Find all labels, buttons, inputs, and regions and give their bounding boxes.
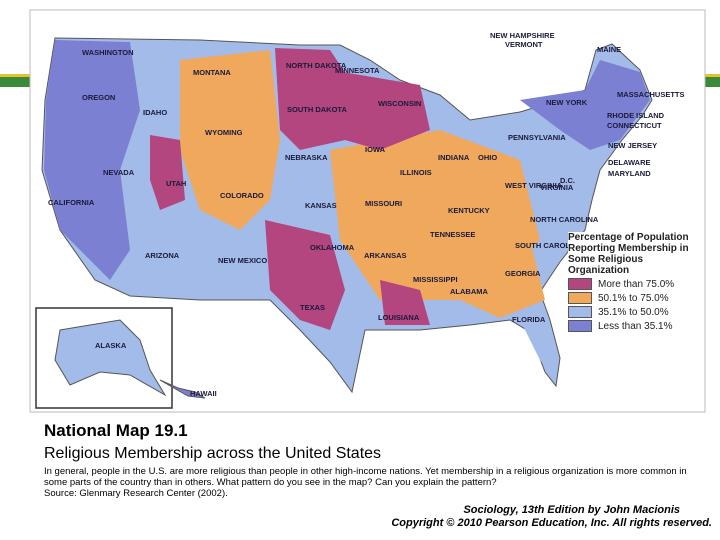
state-label: MAINE <box>597 45 621 54</box>
caption-text: In general, people in the U.S. are more … <box>44 466 687 488</box>
legend-title: Percentage of Population Reporting Membe… <box>568 232 689 276</box>
caption-title: National Map 19.1 <box>44 421 188 440</box>
region-fills <box>44 40 650 375</box>
caption-source: Source: Glenmary Research Center (2002). <box>44 488 228 499</box>
state-label: SOUTH DAKOTA <box>287 105 347 114</box>
state-label: TENNESSEE <box>430 230 475 239</box>
state-label: MARYLAND <box>608 169 651 178</box>
caption-subtitle: Religious Membership across the United S… <box>44 445 382 462</box>
hawaii-shape <box>159 379 206 399</box>
state-label: UTAH <box>166 179 186 188</box>
state-label: NEW YORK <box>546 98 588 107</box>
state-label: CALIFORNIA <box>48 198 95 207</box>
legend-label: More than 75.0% <box>598 278 675 290</box>
state-label: ILLINOIS <box>400 168 432 177</box>
state-label: LOUISIANA <box>378 313 420 322</box>
legend-swatch <box>568 320 592 332</box>
state-label: RHODE ISLAND <box>607 111 665 120</box>
state-label: WYOMING <box>205 128 243 137</box>
book-credit: Sociology, 13th Edition by John Macionis <box>463 504 680 516</box>
state-label: KENTUCKY <box>448 206 490 215</box>
state-label: WISCONSIN <box>378 99 421 108</box>
legend-label: 35.1% to 50.0% <box>598 306 669 318</box>
copyright: Copyright © 2010 Pearson Education, Inc.… <box>391 517 712 529</box>
state-label: CONNECTICUT <box>607 121 662 130</box>
state-label: WASHINGTON <box>82 48 134 57</box>
legend-item: More than 75.0% <box>568 278 690 290</box>
state-label: MISSISSIPPI <box>413 275 458 284</box>
state-label: NEW JERSEY <box>608 141 657 150</box>
state-label: OHIO <box>478 153 497 162</box>
state-label: WEST VIRGINIA <box>505 181 563 190</box>
state-label: NORTH DAKOTA <box>286 61 347 70</box>
legend-item: 50.1% to 75.0% <box>568 292 690 304</box>
state-label: MINNESOTA <box>335 66 380 75</box>
legend-item: Less than 35.1% <box>568 320 690 332</box>
state-label: HAWAII <box>190 389 217 398</box>
state-label: MASSACHUSETTS <box>617 90 685 99</box>
state-label: IDAHO <box>143 108 167 117</box>
state-label: DELAWARE <box>608 158 651 167</box>
legend-label: 50.1% to 75.0% <box>598 292 669 304</box>
state-label: NEBRASKA <box>285 153 328 162</box>
state-label: IOWA <box>365 145 386 154</box>
state-label: D.C. <box>560 176 575 185</box>
state-label: OKLAHOMA <box>310 243 355 252</box>
state-label: TEXAS <box>300 303 325 312</box>
state-label: NEW HAMPSHIRE <box>490 31 555 40</box>
state-label: VIRGINIA <box>540 183 574 192</box>
deco-bar <box>0 74 30 87</box>
state-label: NORTH CAROLINA <box>530 215 599 224</box>
legend-label: Less than 35.1% <box>598 320 673 332</box>
state-label: VERMONT <box>505 40 543 49</box>
state-label: FLORIDA <box>512 315 546 324</box>
legend-item: 35.1% to 50.0% <box>568 306 690 318</box>
state-label: ALABAMA <box>450 287 488 296</box>
alaska-shape <box>54 319 167 397</box>
state-label: INDIANA <box>438 153 470 162</box>
legend-items: More than 75.0% 50.1% to 75.0% 35.1% to 50… <box>568 278 690 332</box>
legend-swatch <box>568 306 592 318</box>
state-label: OREGON <box>82 93 115 102</box>
state-label: ARKANSAS <box>364 251 407 260</box>
state-label: MONTANA <box>193 68 231 77</box>
legend-swatch <box>568 292 592 304</box>
legend-swatch <box>568 278 592 290</box>
state-label: MISSOURI <box>365 199 402 208</box>
legend: Percentage of Population Reporting Membe… <box>568 232 690 332</box>
state-label: NEW MEXICO <box>218 256 267 265</box>
state-label: GEORGIA <box>505 269 541 278</box>
state-label: ARIZONA <box>145 251 180 260</box>
state-label: PENNSYLVANIA <box>508 133 566 142</box>
deco-bar <box>705 74 720 87</box>
state-label: NEVADA <box>103 168 135 177</box>
state-label: ALASKA <box>95 341 127 350</box>
state-label: SOUTH CAROLINA <box>515 241 583 250</box>
state-label: KANSAS <box>305 201 337 210</box>
state-label: COLORADO <box>220 191 264 200</box>
